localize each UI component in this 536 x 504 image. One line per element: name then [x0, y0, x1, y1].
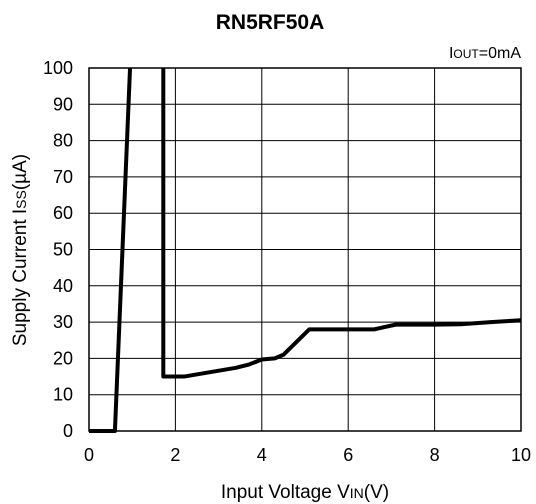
y-axis-label: Supply Current ISS(µA): [10, 154, 31, 346]
y-tick-label: 50: [53, 240, 73, 260]
x-tick-label: 8: [430, 445, 440, 465]
grid-lines: [88, 67, 522, 432]
y-tick-labels: 0 10 20 30 40 50 60 70 80 90 100: [43, 58, 73, 441]
x-axis-label: Input Voltage VIN(V): [221, 482, 389, 503]
x-tick-label: 0: [84, 445, 94, 465]
y-tick-label: 70: [53, 167, 73, 187]
y-tick-label: 100: [43, 58, 73, 78]
test-condition-label: IOUT=0mA: [449, 45, 521, 62]
y-tick-label: 80: [53, 131, 73, 151]
y-tick-label: 20: [53, 348, 73, 368]
x-tick-label: 6: [343, 445, 353, 465]
y-tick-label: 30: [53, 312, 73, 332]
x-tick-labels: 0 2 4 6 8 10: [84, 445, 531, 465]
x-tick-label: 4: [257, 445, 267, 465]
y-tick-label: 90: [53, 94, 73, 114]
plot-frame: [88, 67, 522, 432]
x-tick-label: 10: [511, 445, 531, 465]
y-tick-label: 10: [53, 385, 73, 405]
x-tick-label: 2: [170, 445, 180, 465]
y-tick-label: 40: [53, 276, 73, 296]
y-tick-label: 0: [63, 421, 73, 441]
y-tick-label: 60: [53, 203, 73, 223]
chart-title: RN5RF50A: [216, 11, 325, 34]
